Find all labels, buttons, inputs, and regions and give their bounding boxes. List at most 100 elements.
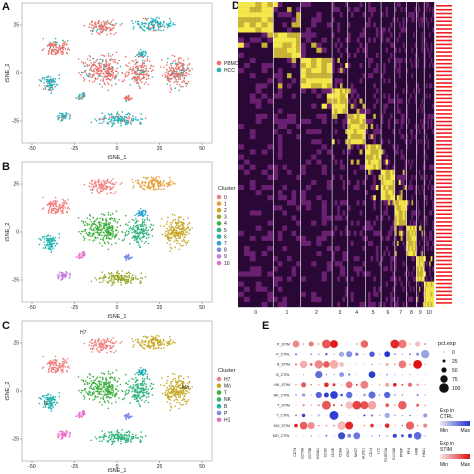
heatmap-cell xyxy=(396,2,399,8)
cell-point xyxy=(115,119,117,121)
cell-point xyxy=(137,220,139,222)
heatmap-cell xyxy=(420,2,422,8)
cell-point xyxy=(59,112,61,114)
cell-point xyxy=(108,118,110,120)
cell-point xyxy=(63,199,65,202)
cell-point xyxy=(92,342,94,345)
cell-point xyxy=(77,256,79,258)
cell-point xyxy=(97,187,99,189)
heatmap-cell xyxy=(383,7,386,13)
heatmap-cell xyxy=(409,7,412,13)
cell-point xyxy=(135,217,137,220)
cell-point xyxy=(138,85,140,87)
cell-point xyxy=(113,183,116,186)
cell-point xyxy=(52,53,54,56)
cell-point xyxy=(90,384,93,386)
cell-point xyxy=(128,276,130,278)
heatmap-cell xyxy=(347,42,351,48)
cell-point xyxy=(101,234,103,237)
heatmap-cell xyxy=(394,47,397,54)
cell-point xyxy=(180,379,182,382)
cell-point xyxy=(153,342,156,344)
cell-point xyxy=(106,386,109,388)
heatmap-cell xyxy=(432,37,435,43)
heatmap-cell xyxy=(337,27,341,33)
cell-point xyxy=(121,341,123,343)
cell-point xyxy=(179,233,182,235)
cell-point xyxy=(110,279,112,282)
cell-point xyxy=(107,71,110,73)
cell-point xyxy=(91,351,93,353)
heatmap-cell xyxy=(385,52,389,59)
cell-point xyxy=(135,275,137,278)
cell-point xyxy=(99,229,101,231)
heatmap-cell xyxy=(273,47,279,54)
cell-point xyxy=(125,259,128,262)
cell-point xyxy=(138,55,140,58)
heatmap-cell xyxy=(243,27,250,33)
cell-point xyxy=(187,376,189,378)
cell-point xyxy=(119,24,121,27)
heatmap-cell xyxy=(430,32,433,38)
cell-point xyxy=(135,222,137,224)
cell-point xyxy=(94,26,96,28)
cell-point xyxy=(100,189,102,192)
heatmap-cell xyxy=(316,32,322,38)
cell-point xyxy=(130,438,132,441)
cell-point xyxy=(107,431,110,433)
heatmap-cell xyxy=(400,42,403,48)
cell-point xyxy=(176,401,178,404)
cell-point xyxy=(100,54,103,56)
heatmap-cell xyxy=(390,17,393,23)
heatmap-cell xyxy=(311,42,317,48)
cell-point xyxy=(126,414,129,417)
cell-point xyxy=(106,185,108,188)
heatmap-cell xyxy=(373,37,377,43)
cell-point xyxy=(117,276,119,279)
cell-point xyxy=(100,72,102,75)
cell-point xyxy=(136,213,139,215)
cell-point xyxy=(165,182,168,184)
cell-point xyxy=(41,367,44,370)
cell-point xyxy=(135,241,138,243)
heatmap-cell xyxy=(387,32,391,38)
heatmap-cell xyxy=(353,2,357,8)
cell-point xyxy=(161,183,164,185)
cell-point xyxy=(160,22,162,25)
heatmap-cell xyxy=(316,37,322,43)
legend-swatch xyxy=(216,194,222,200)
cell-point xyxy=(144,176,147,179)
cell-point xyxy=(58,74,61,76)
cell-point xyxy=(59,204,61,206)
cell-point xyxy=(124,232,126,234)
cell-point xyxy=(139,343,142,345)
cell-point xyxy=(143,83,146,85)
cell-point xyxy=(94,395,97,397)
cell-point xyxy=(85,380,87,382)
cell-point xyxy=(183,64,185,66)
cell-point xyxy=(147,335,149,338)
cell-point xyxy=(182,403,184,406)
cell-point xyxy=(147,17,149,20)
cell-point xyxy=(56,41,58,43)
heatmap-cell xyxy=(300,12,307,18)
cell-point xyxy=(50,92,53,94)
cell-point xyxy=(112,442,114,445)
cell-point xyxy=(179,387,182,389)
cell-point xyxy=(120,117,123,120)
heatmap-cell xyxy=(383,12,386,18)
cell-point xyxy=(54,403,57,406)
cell-point xyxy=(166,83,169,85)
cell-point xyxy=(120,276,123,279)
heatmap-cell xyxy=(291,22,297,28)
cell-point xyxy=(141,28,144,31)
cell-point xyxy=(94,64,97,67)
cell-point xyxy=(113,440,116,443)
cell-point xyxy=(132,340,134,343)
cell-point xyxy=(95,185,98,188)
cell-point xyxy=(78,231,80,233)
cell-point xyxy=(102,188,105,190)
cell-point xyxy=(113,236,116,239)
heatmap-cell xyxy=(291,42,297,48)
cell-point xyxy=(61,112,64,115)
